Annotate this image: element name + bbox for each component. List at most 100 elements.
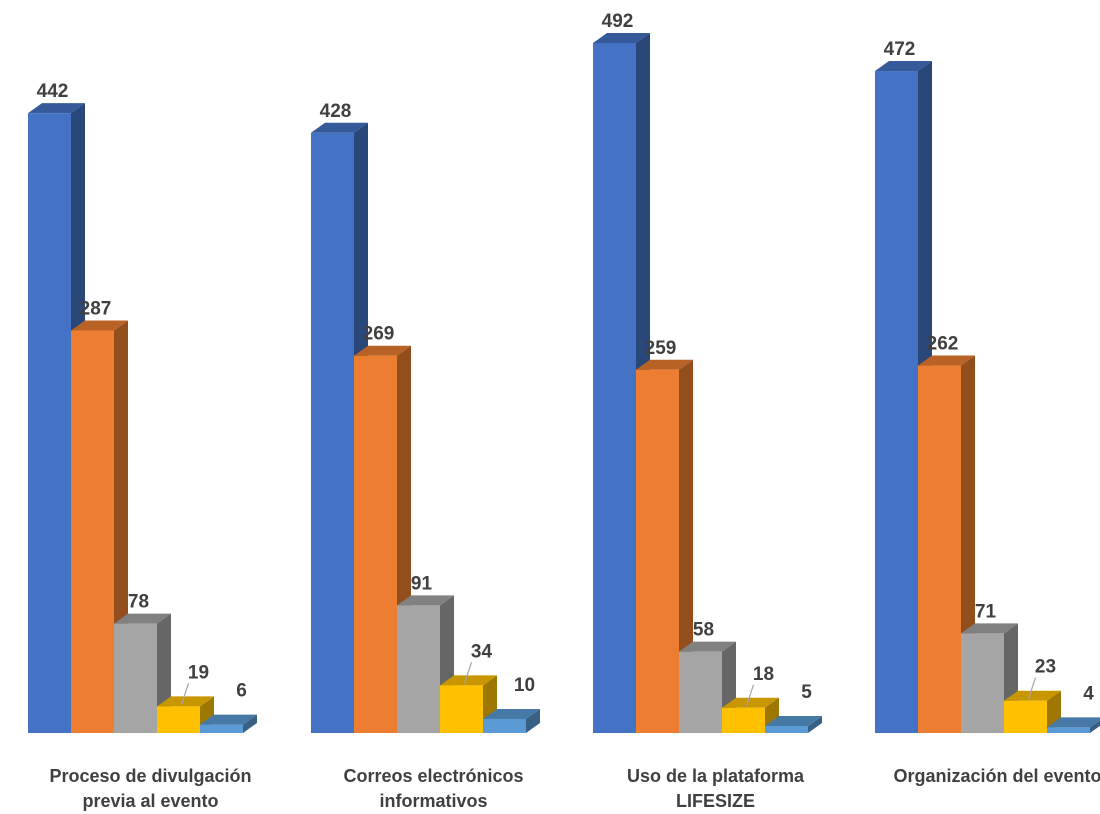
bar-side-face (526, 708, 540, 733)
value-label-s5-c4: 4 (1083, 683, 1094, 704)
value-label-s1-c4: 472 (884, 39, 916, 60)
value-label-s4-c3: 18 (753, 664, 774, 685)
bar-top-face (354, 345, 411, 356)
category-label-line: Uso de la plataforma (627, 766, 805, 786)
bar-front-face (311, 132, 354, 733)
bar-front-face (875, 71, 918, 734)
value-labels-layer: 442 287 78 19 6 428 269 91 34 10 492 259 58 18 5 472 262… (37, 11, 1094, 706)
bar-top-face (722, 697, 779, 708)
value-label-s2-c3: 259 (645, 338, 677, 359)
category-label-1: Proceso de divulgación previa al evento (49, 766, 251, 811)
bar-side-face (1090, 720, 1100, 733)
bar-s4-c4 (1004, 690, 1061, 733)
bar-front-face (1004, 700, 1047, 733)
value-leader-line (180, 683, 190, 705)
bar-s2-c1 (71, 320, 128, 733)
bar-top-face (28, 103, 85, 114)
bar-s2-c4 (918, 355, 975, 733)
bar-top-face (200, 714, 257, 725)
bar-front-face (114, 623, 157, 733)
bar-front-face (636, 369, 679, 733)
bar-s5-c2 (483, 708, 540, 733)
bar-front-face (1047, 727, 1090, 733)
bar-front-face (593, 43, 636, 733)
value-label-s3-c1: 78 (128, 592, 149, 613)
bar-front-face (483, 718, 526, 733)
bar-s5-c1 (200, 714, 257, 733)
bar-s5-c4 (1047, 717, 1100, 733)
bar-front-face (440, 685, 483, 733)
bar-top-face (679, 641, 736, 652)
bar-side-face (808, 715, 822, 733)
bar-front-face (157, 706, 200, 733)
bar-group-3 (593, 33, 822, 733)
bar-front-face (918, 365, 961, 733)
bar-front-face (722, 707, 765, 733)
bar-group-1 (28, 103, 257, 733)
bar-s5-c3 (765, 715, 822, 733)
bar-front-face (71, 330, 114, 733)
category-label-line: informativos (379, 791, 487, 811)
value-label-s1-c2: 428 (320, 101, 352, 122)
bar-top-face (114, 613, 171, 624)
category-label-4: Organización del evento (893, 766, 1100, 786)
bar-side-face (679, 359, 693, 733)
bar-top-face (961, 623, 1018, 634)
category-label-3: Uso de la plataforma LIFESIZE (627, 766, 805, 811)
value-label-s3-c2: 91 (411, 573, 433, 594)
value-label-s5-c1: 6 (236, 681, 247, 702)
value-label-s5-c2: 10 (514, 675, 535, 696)
value-leader-line (1027, 677, 1037, 699)
bars-layer (28, 33, 1100, 734)
bar-s4-c3 (722, 697, 779, 733)
bar-front-face (679, 651, 722, 733)
bar-top-face (765, 715, 822, 726)
bar-top-face (397, 595, 454, 606)
value-label-s3-c3: 58 (693, 620, 714, 641)
value-label-s2-c4: 262 (927, 334, 959, 355)
bar-top-face (1047, 717, 1100, 728)
category-label-2: Correos electrónicos informativos (343, 766, 523, 811)
bar-top-face (157, 696, 214, 707)
bar-s2-c2 (354, 345, 411, 733)
bar-top-face (875, 61, 932, 72)
category-label-line: LIFESIZE (676, 791, 755, 811)
bar-group-2 (311, 122, 540, 733)
category-label-line: Correos electrónicos (343, 766, 523, 786)
value-label-s4-c2: 34 (471, 641, 493, 662)
bar-front-face (961, 633, 1004, 733)
category-labels-layer: Proceso de divulgación previa al evento Co… (49, 766, 1100, 811)
bar-front-face (765, 725, 808, 733)
value-label-s4-c4: 23 (1035, 657, 1056, 678)
category-label-line: previa al evento (82, 791, 218, 811)
bar-front-face (354, 355, 397, 733)
value-label-s3-c4: 71 (975, 601, 997, 622)
bar-front-face (397, 605, 440, 733)
value-label-s1-c1: 442 (37, 81, 69, 102)
bar-top-face (593, 33, 650, 43)
value-label-s4-c1: 19 (188, 662, 209, 683)
bar-s2-c3 (636, 359, 693, 733)
value-label-s2-c1: 287 (80, 299, 112, 320)
bar-top-face (311, 122, 368, 133)
category-label-line: Proceso de divulgación (49, 766, 251, 786)
value-leader-line (463, 662, 473, 684)
bar-s3-c1 (114, 613, 171, 733)
bar-top-face (1004, 690, 1061, 701)
value-label-s5-c3: 5 (801, 682, 812, 703)
value-leader-line (745, 684, 755, 706)
bar-top-face (636, 359, 693, 370)
bar-top-face (918, 355, 975, 366)
bar-group-4 (875, 61, 1100, 734)
bar-side-face (243, 714, 257, 733)
bar-top-face (71, 320, 128, 331)
bar-s4-c2 (440, 675, 497, 733)
bar-top-face (440, 675, 497, 686)
bar-front-face (28, 113, 71, 733)
value-label-s1-c3: 492 (602, 11, 634, 32)
bar-top-face (483, 708, 540, 719)
category-label-line: Organización del evento (893, 766, 1100, 786)
bar-front-face (200, 724, 243, 733)
